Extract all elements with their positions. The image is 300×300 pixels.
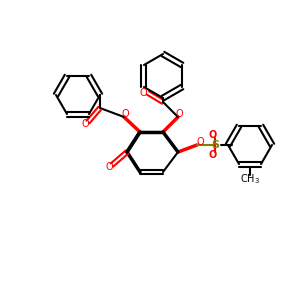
Text: O: O	[139, 88, 147, 98]
Text: O: O	[175, 109, 183, 119]
Text: O: O	[121, 109, 129, 119]
Text: O: O	[196, 137, 204, 147]
Text: S: S	[211, 140, 219, 150]
Text: O: O	[105, 162, 113, 172]
Text: O: O	[81, 119, 89, 129]
Text: CH$_3$: CH$_3$	[240, 172, 260, 186]
Text: O: O	[209, 150, 217, 160]
Text: O: O	[209, 130, 217, 140]
